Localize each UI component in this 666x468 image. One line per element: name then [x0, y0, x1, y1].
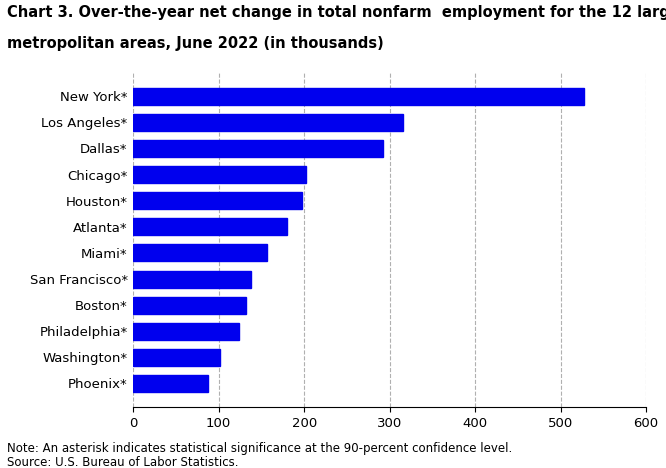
Bar	[133, 244, 267, 262]
Bar	[133, 375, 208, 392]
Text: Note: An asterisk indicates statistical significance at the 90-percent confidenc: Note: An asterisk indicates statistical …	[7, 442, 512, 455]
Bar	[133, 114, 404, 131]
Bar	[133, 192, 302, 209]
Text: metropolitan areas, June 2022 (in thousands): metropolitan areas, June 2022 (in thousa…	[7, 36, 384, 51]
Bar	[133, 297, 246, 314]
Bar	[133, 166, 306, 183]
Text: Source: U.S. Bureau of Labor Statistics.: Source: U.S. Bureau of Labor Statistics.	[7, 456, 238, 468]
Bar	[133, 271, 251, 287]
Bar	[133, 323, 239, 340]
Bar	[133, 218, 287, 235]
Bar	[133, 88, 583, 105]
Bar	[133, 349, 220, 366]
Text: Chart 3. Over-the-year net change in total nonfarm  employment for the 12 larges: Chart 3. Over-the-year net change in tot…	[7, 5, 666, 20]
Bar	[133, 140, 383, 157]
